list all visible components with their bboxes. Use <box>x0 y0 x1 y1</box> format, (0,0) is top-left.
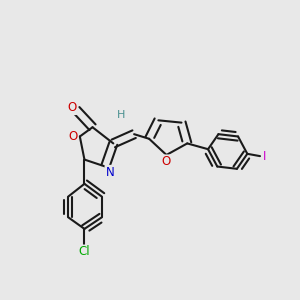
Text: H: H <box>117 110 126 119</box>
Text: N: N <box>106 166 114 179</box>
Text: O: O <box>68 130 77 143</box>
Text: Cl: Cl <box>79 245 90 259</box>
Text: O: O <box>162 155 171 168</box>
Text: I: I <box>263 150 266 163</box>
Text: O: O <box>67 101 76 114</box>
